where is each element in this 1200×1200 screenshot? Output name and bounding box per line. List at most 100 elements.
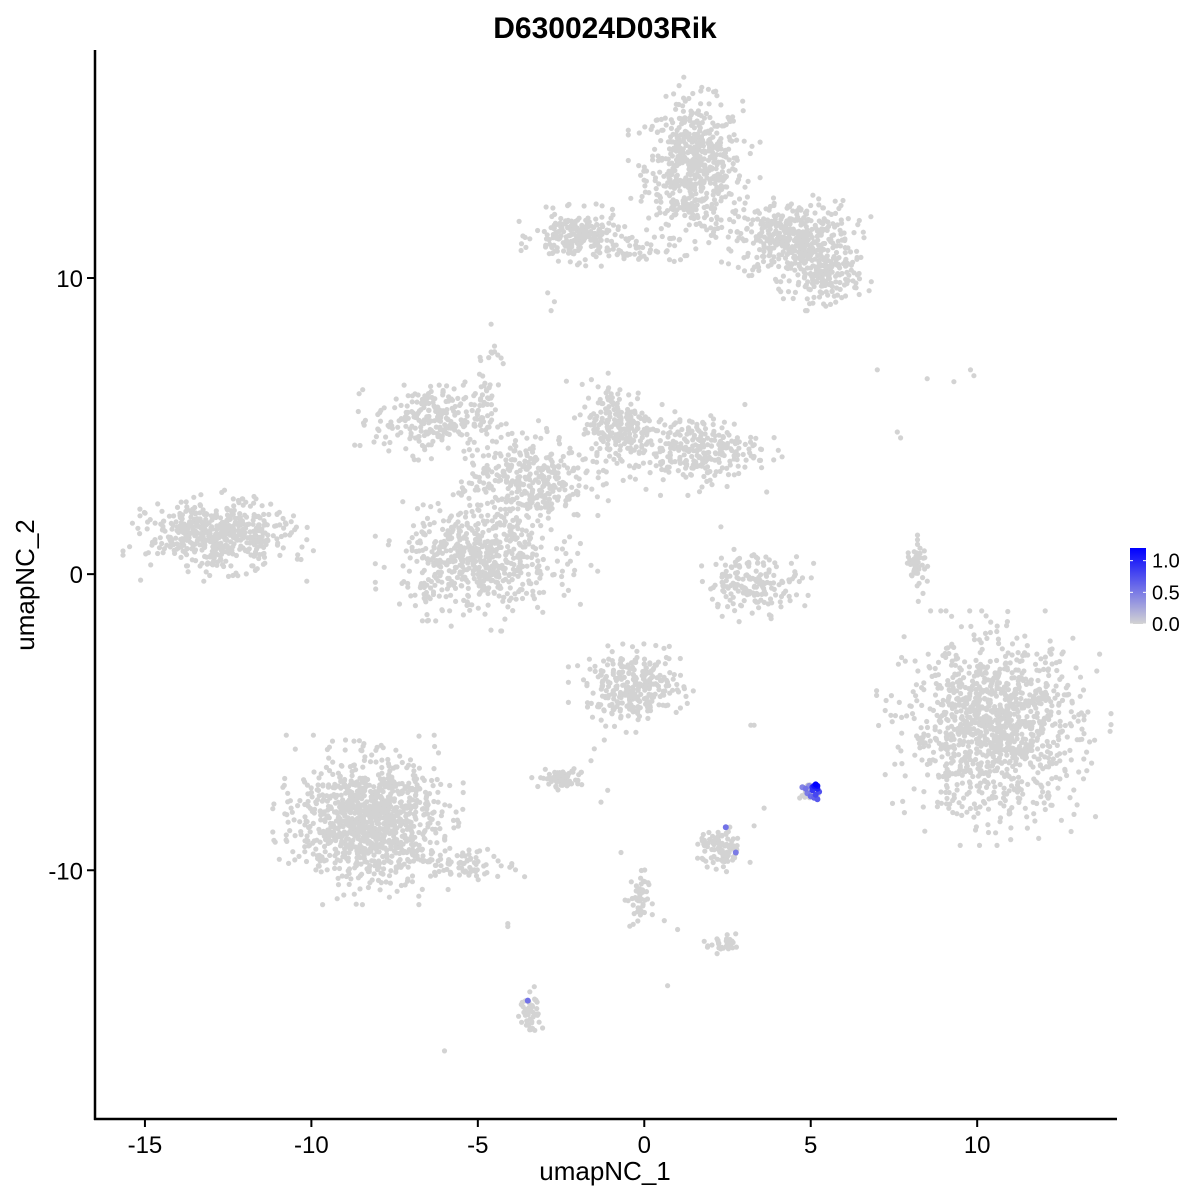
cell-point <box>225 573 232 580</box>
cell-point <box>1047 743 1053 750</box>
cell-point <box>449 578 455 585</box>
cell-point <box>749 229 755 235</box>
cell-point <box>465 593 472 599</box>
cell-point <box>482 521 488 527</box>
cell-point <box>753 568 759 574</box>
cell-point <box>693 158 699 164</box>
cell-point <box>615 391 621 397</box>
chart-title: D630024D03Rik <box>493 12 717 45</box>
cell-point <box>910 689 916 695</box>
cell-point <box>624 410 630 417</box>
cell-point <box>920 575 926 581</box>
cell-point <box>439 550 445 556</box>
cell-point <box>990 779 997 785</box>
cell-point <box>516 518 523 524</box>
cell-point <box>639 442 645 449</box>
cell-point <box>589 446 595 452</box>
cell-point <box>568 227 574 233</box>
cell-point <box>487 569 494 575</box>
cell-point <box>509 430 515 436</box>
cell-point <box>702 431 708 437</box>
cell-point <box>1013 696 1019 702</box>
cell-point <box>559 568 566 574</box>
cell-point <box>698 180 704 186</box>
cell-point <box>219 528 225 535</box>
cell-point <box>502 616 508 622</box>
cell-point <box>409 399 415 405</box>
cell-point <box>669 171 675 178</box>
cell-point <box>895 661 902 667</box>
cell-point <box>804 231 810 237</box>
cell-point <box>828 259 834 265</box>
cell-point <box>724 584 730 590</box>
cell-point <box>690 437 696 443</box>
cell-point <box>1007 660 1013 666</box>
cell-point <box>246 521 252 527</box>
cell-point <box>424 618 430 624</box>
cell-point <box>636 244 642 250</box>
cell-point <box>1089 760 1095 766</box>
cell-point <box>971 637 978 643</box>
cell-point <box>1008 837 1014 843</box>
cell-point <box>707 154 713 160</box>
cell-point <box>509 478 515 484</box>
cell-point <box>642 448 648 454</box>
cell-point <box>1057 751 1063 757</box>
cell-point <box>736 445 742 451</box>
cell-point <box>987 718 993 724</box>
cell-point <box>141 509 147 516</box>
cell-point <box>588 377 595 383</box>
cell-point <box>469 480 475 487</box>
cell-point <box>773 564 780 570</box>
cell-point <box>709 482 715 488</box>
cell-point <box>963 695 969 701</box>
cell-point <box>127 544 133 550</box>
cell-point <box>440 518 447 524</box>
cell-point <box>934 712 940 719</box>
cell-point <box>440 389 446 395</box>
cell-point <box>725 234 731 240</box>
cell-point <box>674 157 681 163</box>
cell-point <box>243 571 249 577</box>
cell-point <box>705 442 711 448</box>
cell-point <box>832 224 838 230</box>
cell-point <box>649 123 655 129</box>
cell-point <box>740 590 746 596</box>
cell-point <box>400 499 406 505</box>
cell-point <box>439 607 445 613</box>
cell-point <box>942 711 948 718</box>
cell-point <box>945 699 951 705</box>
cell-point <box>1031 811 1037 817</box>
cell-point <box>1002 758 1008 764</box>
cell-point <box>746 559 752 566</box>
cell-point <box>529 561 535 568</box>
cell-point <box>836 205 842 212</box>
cell-point <box>395 432 401 438</box>
cell-point <box>704 170 710 177</box>
cell-point <box>437 557 443 563</box>
cell-point <box>767 580 773 586</box>
cell-point <box>874 692 880 699</box>
cell-point <box>496 593 502 599</box>
cell-point <box>554 558 561 564</box>
cell-point <box>935 772 942 778</box>
cell-point <box>963 764 970 770</box>
cell-point <box>751 264 758 270</box>
cell-point <box>946 694 952 700</box>
cell-point <box>1108 711 1114 717</box>
cell-point <box>618 443 624 449</box>
cell-point <box>750 455 757 461</box>
cell-point <box>659 466 665 473</box>
cell-point <box>733 449 739 455</box>
cell-point <box>665 430 672 436</box>
cell-point <box>505 431 511 437</box>
cell-point <box>224 517 230 523</box>
cell-point <box>213 514 219 521</box>
cell-point <box>749 610 755 616</box>
cell-point <box>527 236 533 242</box>
cell-point <box>930 757 936 763</box>
cell-point <box>574 225 580 231</box>
cell-point <box>658 116 665 122</box>
cell-point <box>757 247 763 253</box>
cell-point <box>659 127 665 133</box>
